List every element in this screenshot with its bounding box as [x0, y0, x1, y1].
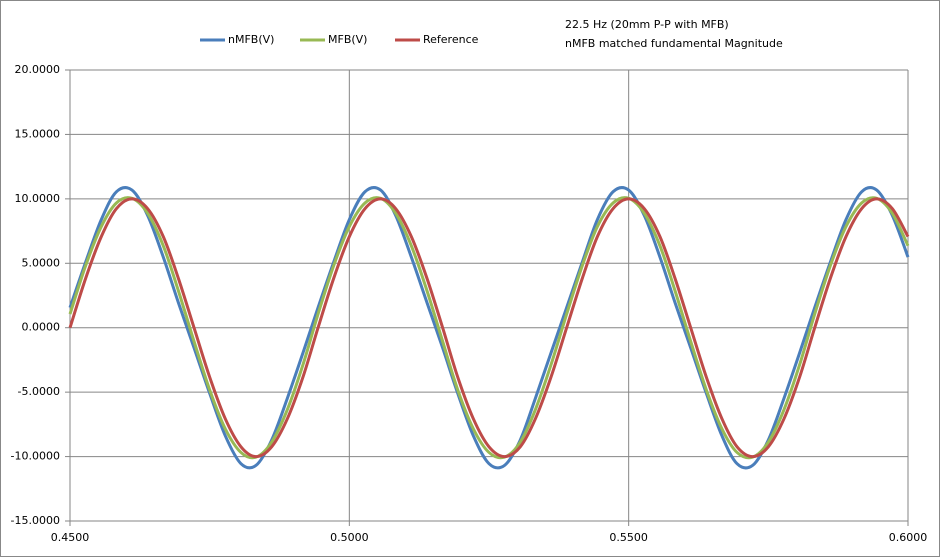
x-tick-label: 0.5500	[609, 531, 648, 544]
y-tick-label: 5.0000	[22, 256, 61, 269]
annotation: nMFB matched fundamental Magnitude	[565, 37, 783, 50]
x-tick-label: 0.5000	[330, 531, 369, 544]
legend-label: MFB(V)	[328, 33, 367, 46]
series-line	[68, 196, 910, 460]
y-tick-label: 15.0000	[15, 127, 61, 140]
y-tick-label: -5.0000	[18, 385, 60, 398]
y-tick-label: -10.0000	[11, 450, 60, 463]
annotation: 22.5 Hz (20mm P-P with MFB)	[565, 18, 729, 31]
y-tick-label: -15.0000	[11, 514, 60, 527]
y-tick-label: 0.0000	[22, 321, 61, 334]
x-tick-label: 0.4500	[51, 531, 90, 544]
legend-label: nMFB(V)	[228, 33, 274, 46]
y-tick-label: 10.0000	[15, 192, 61, 205]
series-line	[68, 197, 910, 459]
x-tick-label: 0.6000	[889, 531, 928, 544]
legend-label: Reference	[423, 33, 479, 46]
y-tick-label: 20.0000	[15, 63, 61, 76]
